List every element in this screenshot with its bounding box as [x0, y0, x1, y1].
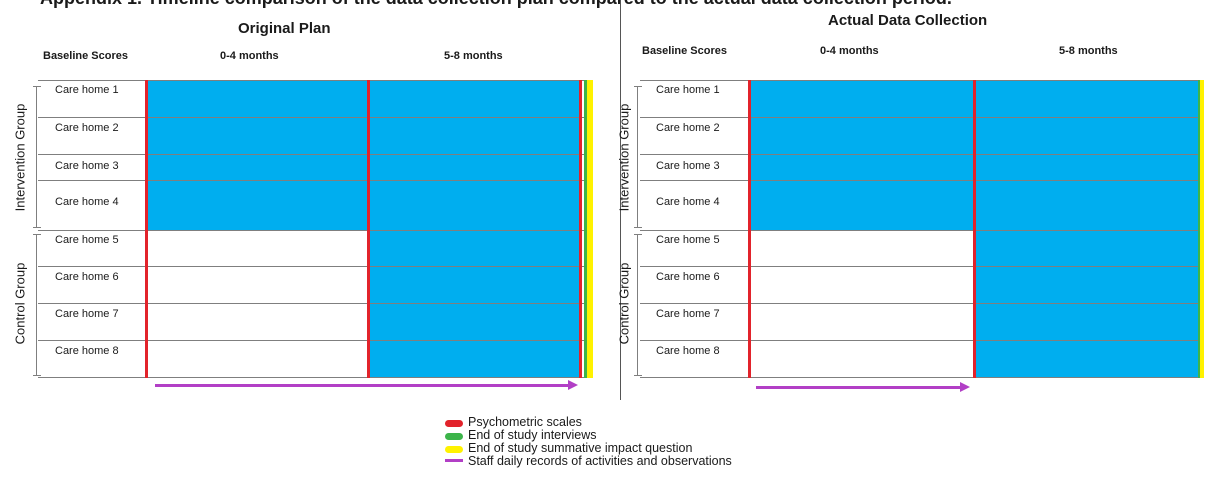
row-label-care-home-8: Care home 8: [656, 345, 720, 357]
row-divider: [38, 377, 590, 378]
row-divider: [640, 117, 1200, 118]
row-divider: [640, 180, 1200, 181]
staff-records-arrow: [756, 382, 970, 392]
row-label-care-home-4: Care home 4: [656, 196, 720, 208]
row-label-care-home-3: Care home 3: [55, 160, 119, 172]
col-header-baseline: Baseline Scores: [642, 45, 727, 57]
intervention-group-bracket: [634, 86, 644, 228]
psychometric-marker-4-months: [367, 80, 370, 378]
legend-swatch-yellow: [445, 446, 463, 453]
psychometric-marker-baseline: [145, 80, 148, 378]
panel-divider: [620, 0, 621, 400]
row-divider: [38, 303, 590, 304]
legend-label-staff-daily-records: Staff daily records of activities and ob…: [468, 454, 732, 468]
row-label-care-home-3: Care home 3: [656, 160, 720, 172]
row-divider: [38, 180, 590, 181]
col-header-period2: 5-8 months: [1059, 45, 1118, 57]
all-5-8-block: [975, 80, 1199, 378]
row-label-care-home-6: Care home 6: [55, 271, 119, 283]
impact-question-marker-end: [587, 80, 593, 378]
row-label-care-home-2: Care home 2: [55, 122, 119, 134]
legend-label-end-of-study-interviews: End of study interviews: [468, 428, 597, 442]
legend-swatch-green: [445, 433, 463, 440]
legend-label-psychometric-scales: Psychometric scales: [468, 415, 582, 429]
legend-swatch-purple: [445, 459, 463, 462]
panel-title-actual-data-collection: Actual Data Collection: [828, 12, 988, 29]
row-divider: [38, 230, 590, 231]
row-divider: [38, 340, 590, 341]
row-divider: [640, 340, 1200, 341]
row-label-care-home-1: Care home 1: [656, 84, 720, 96]
row-label-care-home-2: Care home 2: [656, 122, 720, 134]
row-divider: [640, 154, 1200, 155]
row-label-care-home-5: Care home 5: [656, 234, 720, 246]
psychometric-marker-4-months: [973, 80, 976, 378]
intervention-group-bracket: [33, 86, 43, 228]
control-group-bracket: [634, 234, 644, 376]
row-divider: [640, 80, 1200, 81]
row-divider: [640, 266, 1200, 267]
panel-title-original-plan: Original Plan: [238, 20, 331, 37]
row-divider: [38, 80, 590, 81]
impact-question-marker-end: [1200, 80, 1204, 378]
col-header-baseline: Baseline Scores: [43, 50, 128, 62]
row-divider: [640, 303, 1200, 304]
psychometric-marker-end: [579, 80, 582, 378]
interview-marker-end: [1198, 80, 1201, 378]
row-label-care-home-7: Care home 7: [55, 308, 119, 320]
col-header-period2: 5-8 months: [444, 50, 503, 62]
legend-label-summative-impact-question: End of study summative impact question: [468, 441, 693, 455]
legend-swatch-red: [445, 420, 463, 427]
interview-marker-end: [584, 80, 587, 378]
control-group-bracket: [33, 234, 43, 376]
group-label-control: Control Group: [616, 262, 632, 345]
intervention-0-4-block: [749, 80, 974, 230]
figure-caption: Appendix 1. Timeline comparison of the d…: [0, 0, 1206, 8]
intervention-0-4-block: [146, 80, 368, 230]
row-divider: [38, 154, 590, 155]
row-label-care-home-1: Care home 1: [55, 84, 119, 96]
row-label-care-home-6: Care home 6: [656, 271, 720, 283]
col-header-period1: 0-4 months: [220, 50, 279, 62]
staff-records-arrow: [155, 380, 578, 390]
row-divider: [38, 117, 590, 118]
row-divider: [640, 377, 1200, 378]
col-header-period1: 0-4 months: [820, 45, 879, 57]
row-label-care-home-5: Care home 5: [55, 234, 119, 246]
group-label-intervention: Intervention Group: [616, 103, 632, 212]
psychometric-marker-baseline: [748, 80, 751, 378]
group-label-control: Control Group: [12, 262, 28, 345]
row-label-care-home-8: Care home 8: [55, 345, 119, 357]
row-label-care-home-7: Care home 7: [656, 308, 720, 320]
group-label-intervention: Intervention Group: [12, 103, 28, 212]
row-label-care-home-4: Care home 4: [55, 196, 119, 208]
row-divider: [640, 230, 1200, 231]
row-divider: [38, 266, 590, 267]
all-5-8-block: [368, 80, 580, 378]
